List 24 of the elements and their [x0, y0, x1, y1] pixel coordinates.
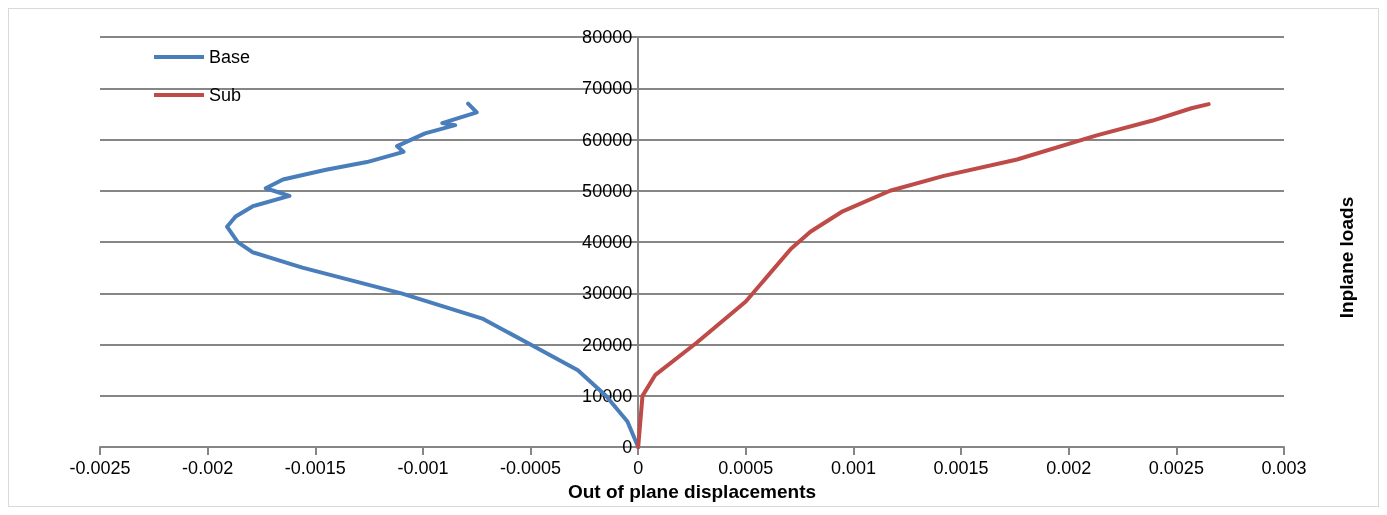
x-tick-label: 0.003	[1261, 458, 1307, 479]
x-tick-label: 0.0005	[718, 458, 774, 479]
x-tick-label: -0.001	[397, 458, 449, 479]
x-tick-label: 0.0025	[1148, 458, 1204, 479]
y-tick-label: 70000	[582, 78, 633, 99]
y-tick-label: 0	[622, 437, 633, 458]
x-tick-label: 0.001	[830, 458, 876, 479]
x-tick-label: -0.0005	[500, 458, 562, 479]
legend-label: Sub	[209, 85, 242, 105]
y-tick-label: 20000	[582, 334, 633, 355]
y-tick-label: 80000	[582, 27, 633, 47]
legend-label: Base	[209, 47, 251, 67]
x-tick-label: -0.0015	[284, 458, 346, 479]
y-tick-label: 40000	[582, 232, 633, 253]
y-tick-label: 50000	[582, 180, 633, 201]
x-tick-label: -0.002	[182, 458, 234, 479]
y-axis-title: Inplane loads	[1336, 196, 1357, 319]
x-tick-label: 0.0015	[933, 458, 989, 479]
y-tick-label: 30000	[582, 283, 633, 304]
line-series	[636, 102, 1211, 450]
y-tick-label: 60000	[582, 129, 633, 150]
x-tick-label: 0.002	[1046, 458, 1092, 479]
x-tick-label: -0.0025	[69, 458, 131, 479]
x-axis-title: Out of plane displacements	[567, 481, 817, 502]
